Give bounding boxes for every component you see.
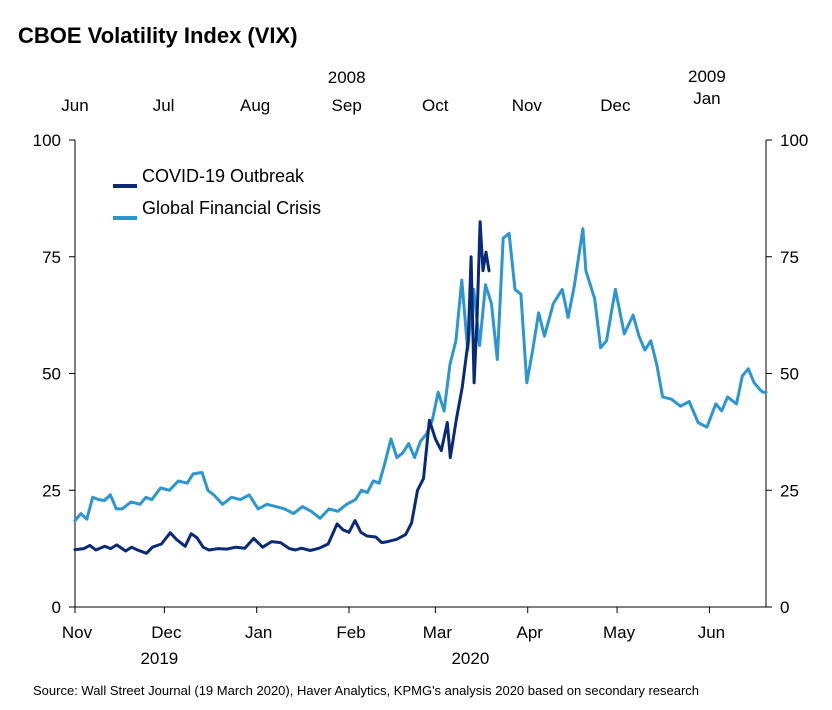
x-tick-label-top: Jan (693, 89, 720, 108)
y-tick-label-right: 0 (780, 598, 789, 617)
y-tick-label-left: 100 (33, 131, 61, 150)
chart-title: CBOE Volatility Index (VIX) (18, 23, 298, 48)
y-tick-label-right: 100 (780, 131, 808, 150)
year-label-bottom: 2020 (451, 649, 489, 668)
x-tick-label-bottom: Feb (336, 623, 365, 642)
legend-label-covid: COVID-19 Outbreak (142, 166, 305, 186)
x-tick-label-bottom: Jun (698, 623, 725, 642)
y-tick-label-right: 75 (780, 248, 799, 267)
x-tick-label-top: Jun (61, 96, 88, 115)
legend-label-gfc: Global Financial Crisis (142, 198, 321, 218)
x-tick-label-bottom: May (603, 623, 636, 642)
series-group (73, 220, 768, 555)
x-tick-label-bottom: Apr (516, 623, 543, 642)
x-tick-label-bottom: Nov (62, 623, 93, 642)
x-tick-label-top: Jul (153, 96, 175, 115)
y-tick-label-left: 50 (42, 365, 61, 384)
x-tick-label-bottom: Dec (151, 623, 182, 642)
year-label-top: 2009 (688, 67, 726, 86)
series-line-gfc (73, 227, 768, 523)
x-tick-label-bottom: Mar (423, 623, 453, 642)
axis-labels: 0 0 25 25 50 50 75 75 100 100 Nov Dec Jan Feb Mar Apr Ma… (33, 67, 809, 668)
x-tick-label-top: Dec (600, 96, 631, 115)
x-tick-label-bottom: Jan (245, 623, 272, 642)
source-note: Source: Wall Street Journal (19 March 20… (33, 683, 699, 698)
y-tick-label-left: 0 (52, 598, 61, 617)
y-tick-label-left: 25 (42, 481, 61, 500)
legend: COVID-19 Outbreak Global Financial Crisis (113, 166, 321, 220)
year-label-top: 2008 (328, 68, 366, 87)
series-line-covid (73, 220, 491, 555)
y-tick-label-left: 75 (42, 248, 61, 267)
year-label-bottom: 2019 (140, 649, 178, 668)
y-tick-label-right: 50 (780, 365, 799, 384)
axis-ticks (69, 139, 772, 613)
y-tick-label-right: 25 (780, 481, 799, 500)
x-tick-label-top: Sep (332, 96, 362, 115)
x-tick-label-top: Aug (240, 96, 270, 115)
x-tick-label-top: Nov (512, 96, 543, 115)
x-tick-label-top: Oct (422, 96, 449, 115)
